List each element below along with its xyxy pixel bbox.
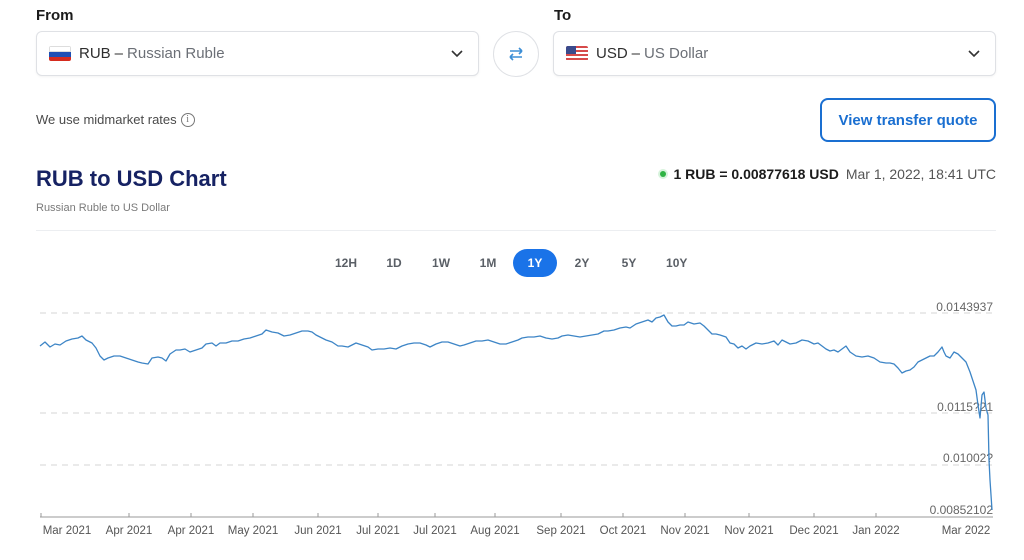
live-status-dot-icon xyxy=(660,171,667,177)
range-tab-1w[interactable]: 1W xyxy=(432,256,451,270)
view-transfer-quote-button[interactable]: View transfer quote xyxy=(820,98,996,142)
range-tab-10y[interactable]: 10Y xyxy=(666,256,688,270)
midmarket-text: We use midmarket rates xyxy=(36,112,177,127)
x-ticks xyxy=(40,513,877,517)
rate-timestamp: Mar 1, 2022, 18:41 UTC xyxy=(845,166,996,182)
to-currency-select[interactable]: USD – US Dollar xyxy=(553,31,996,76)
from-label: From xyxy=(36,7,74,24)
chart-subtitle: Russian Ruble to US Dollar xyxy=(36,202,170,214)
info-icon[interactable]: i xyxy=(180,112,195,127)
range-tab-1m[interactable]: 1M xyxy=(479,256,497,270)
swap-arrows-icon xyxy=(509,47,523,61)
from-currency-name: Russian Ruble xyxy=(127,45,225,62)
us-flag-icon xyxy=(566,46,588,61)
y-tick-label: 0.01002? xyxy=(943,451,993,465)
range-tab-1y[interactable]: 1Y xyxy=(513,249,558,277)
x-axis-labels: Mar 2021 Apr 2021 Apr 2021 May 2021 Jun … xyxy=(43,525,991,537)
range-tab-2y[interactable]: 2Y xyxy=(574,256,590,270)
to-currency-name: US Dollar xyxy=(644,45,709,62)
to-label: To xyxy=(554,7,572,24)
x-tick-label: Jul 2021 xyxy=(356,525,399,537)
gridlines xyxy=(40,312,993,466)
x-tick-label: Dec 2021 xyxy=(789,525,838,537)
dash: – xyxy=(631,45,641,62)
x-tick-label: Mar 2022 xyxy=(942,525,991,537)
midmarket-note: We use midmarket rates i xyxy=(36,112,195,127)
x-tick-label: Mar 2021 xyxy=(43,525,92,537)
range-tab-1d[interactable]: 1D xyxy=(386,256,402,270)
range-tab-5y[interactable]: 5Y xyxy=(621,256,637,270)
from-currency-select[interactable]: RUB – Russian Ruble xyxy=(36,31,479,76)
rate-line xyxy=(39,314,993,511)
current-rate: 1 RUB = 0.00877618 USD Mar 1, 2022, 18:4… xyxy=(660,166,996,182)
x-tick-label: Jan 2022 xyxy=(852,525,899,537)
x-tick-label: Apr 2021 xyxy=(106,525,153,537)
chart-title: RUB to USD Chart xyxy=(36,166,227,191)
chevron-down-icon xyxy=(968,50,980,58)
x-tick-label: Oct 2021 xyxy=(600,525,647,537)
x-tick-label: May 2021 xyxy=(228,525,279,537)
russia-flag-icon xyxy=(49,46,71,61)
time-range-tabs: 12H 1D 1W 1M 1Y 2Y 5Y 10Y xyxy=(323,249,702,277)
x-tick-label: Jul 2021 xyxy=(413,525,456,537)
x-tick-label: Apr 2021 xyxy=(168,525,215,537)
y-tick-label: 0.00852102 xyxy=(930,503,994,517)
range-tab-12h[interactable]: 12H xyxy=(335,256,358,270)
swap-currencies-button[interactable] xyxy=(493,31,539,77)
chevron-down-icon xyxy=(451,50,463,58)
dash: – xyxy=(114,45,124,62)
y-tick-label: 0.0143937 xyxy=(936,300,993,314)
rate-value: 1 RUB = 0.00877618 USD xyxy=(673,166,839,182)
x-tick-label: Jun 2021 xyxy=(294,525,341,537)
x-tick-label: Nov 2021 xyxy=(724,525,773,537)
from-currency-code: RUB xyxy=(79,45,111,62)
y-axis-labels: 0.0143937 0.0115?21 0.01002? 0.00852102 xyxy=(930,300,994,517)
rate-line-chart[interactable]: 0.0143937 0.0115?21 0.01002? 0.00852102 … xyxy=(0,290,1024,560)
x-tick-label: Nov 2021 xyxy=(660,525,709,537)
divider xyxy=(36,230,996,231)
x-tick-label: Aug 2021 xyxy=(470,525,519,537)
to-currency-code: USD xyxy=(596,45,628,62)
x-tick-label: Sep 2021 xyxy=(536,525,585,537)
